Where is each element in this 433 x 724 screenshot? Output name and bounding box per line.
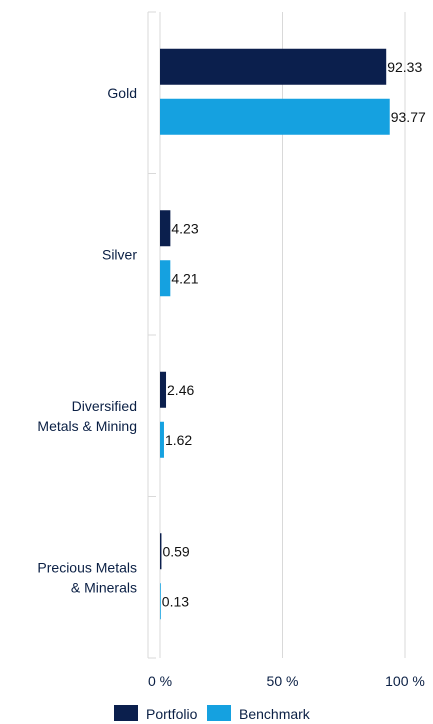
x-tick-label-0: 0 % [148, 673, 172, 689]
bar-benchmark-0 [160, 98, 390, 135]
legend-swatch-benchmark [207, 705, 231, 721]
bar-portfolio-0 [160, 48, 387, 85]
value-label-benchmark-0: 93.77 [391, 109, 426, 125]
legend-swatch-portfolio [114, 705, 138, 721]
bar-benchmark-2 [160, 421, 164, 458]
category-label-1: Silver [102, 246, 137, 262]
value-label-benchmark-3: 0.13 [162, 593, 189, 609]
value-label-portfolio-0: 92.33 [387, 59, 422, 75]
value-label-benchmark-2: 1.62 [165, 432, 192, 448]
bar-portfolio-2 [160, 371, 167, 408]
bar-benchmark-1 [160, 260, 171, 297]
category-label-line: Silver [102, 246, 137, 262]
category-label-2: Diversified Metals & Mining [37, 398, 137, 434]
bar-benchmark-3 [160, 583, 161, 620]
value-label-portfolio-1: 4.23 [171, 220, 198, 236]
value-label-portfolio-3: 0.59 [162, 543, 189, 559]
x-tick-label-1: 50 % [267, 673, 299, 689]
legend-label-benchmark: Benchmark [239, 706, 311, 722]
bar-portfolio-3 [160, 533, 162, 570]
category-label-line: Diversified [72, 398, 137, 414]
category-label-line: Gold [107, 85, 137, 101]
category-label-3: Precious Metals & Minerals [37, 559, 137, 595]
bar-portfolio-1 [160, 210, 171, 247]
legend-label-portfolio: Portfolio [146, 706, 198, 722]
category-label-line: & Minerals [71, 579, 137, 595]
category-label-line: Metals & Mining [37, 418, 137, 434]
value-label-portfolio-2: 2.46 [167, 382, 194, 398]
x-tick-label-2: 100 % [385, 673, 425, 689]
category-label-0: Gold [107, 85, 137, 101]
category-label-line: Precious Metals [37, 559, 137, 575]
value-label-benchmark-1: 4.21 [171, 270, 198, 286]
